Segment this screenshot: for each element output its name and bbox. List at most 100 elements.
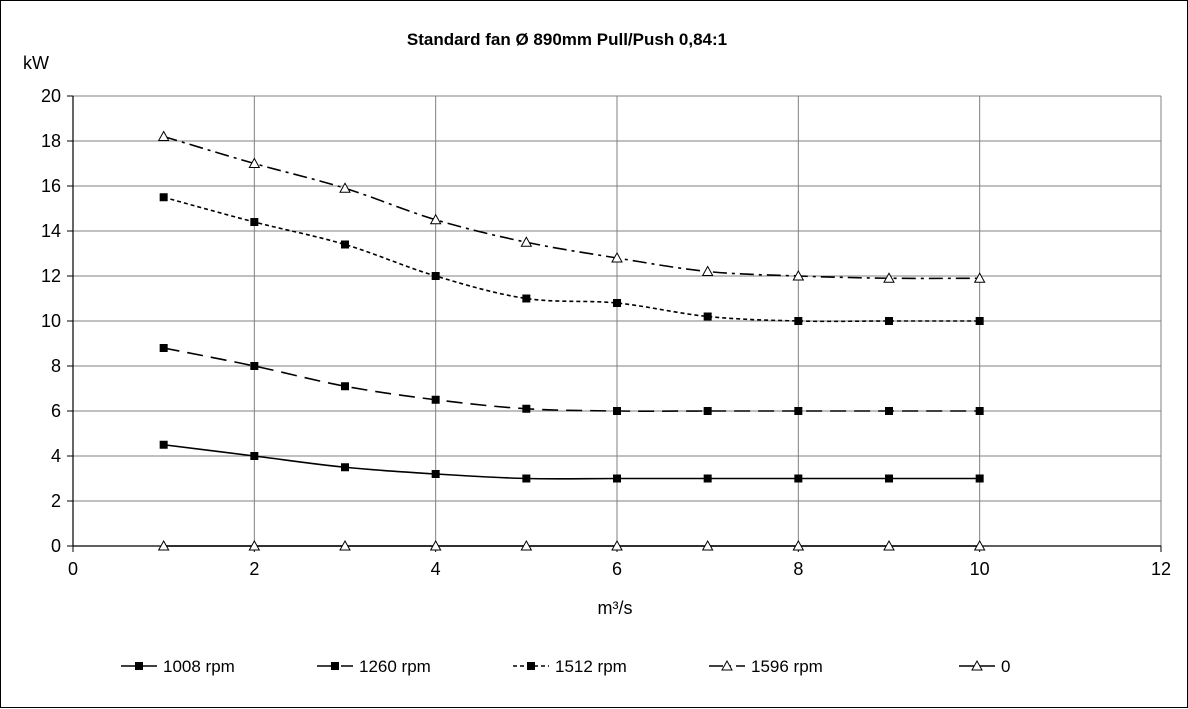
data-point (794, 317, 803, 325)
y-tick-label: 2 (51, 491, 61, 511)
data-point (885, 317, 893, 325)
y-axis-label: kW (23, 53, 49, 73)
data-point (159, 344, 168, 352)
legend-item: 1512 rpm (513, 657, 627, 676)
data-point (339, 182, 351, 193)
data-point (973, 272, 986, 283)
data-point (885, 474, 893, 483)
chart-title: Standard fan Ø 890mm Pull/Push 0,84:1 (407, 30, 727, 49)
data-point (971, 659, 983, 671)
data-point (341, 463, 349, 472)
data-point (613, 474, 621, 483)
data-point (885, 407, 893, 415)
x-tick-label: 2 (249, 559, 259, 579)
data-point (250, 452, 259, 460)
data-point (429, 539, 442, 551)
legend-item: 1260 rpm (317, 657, 431, 676)
data-point (703, 312, 712, 321)
y-tick-label: 6 (51, 401, 61, 421)
data-point (250, 218, 259, 226)
data-point (721, 659, 733, 671)
data-point (431, 470, 440, 478)
legend-label: 1512 rpm (555, 657, 627, 676)
y-tick-label: 4 (51, 446, 61, 466)
data-point (703, 474, 712, 483)
legend-label: 0 (1001, 657, 1010, 676)
x-tick-label: 8 (793, 559, 803, 579)
data-point (701, 539, 714, 551)
data-point (522, 404, 531, 413)
data-point (973, 539, 986, 551)
data-point (520, 236, 533, 247)
legend-item: 1008 rpm (121, 657, 235, 676)
data-point (522, 474, 531, 483)
data-point (341, 240, 349, 249)
data-point (429, 213, 442, 225)
data-point (157, 130, 170, 141)
legend-item: 1596 rpm (709, 657, 823, 676)
y-tick-label: 10 (41, 311, 61, 331)
y-tick-label: 20 (41, 86, 61, 106)
data-point (159, 440, 168, 449)
data-point (250, 362, 259, 370)
data-point (792, 269, 805, 281)
y-tick-label: 16 (41, 176, 61, 196)
data-point (341, 382, 349, 391)
series-line (163, 443, 980, 480)
legend-item: 0 (959, 657, 1010, 676)
data-point (159, 193, 168, 202)
data-point (794, 407, 803, 415)
data-point (792, 539, 805, 551)
x-tick-label: 0 (68, 559, 78, 579)
series-line (163, 347, 980, 412)
data-point (975, 407, 984, 415)
series-1512-rpm (159, 193, 984, 325)
data-point (975, 317, 984, 325)
data-point (339, 539, 351, 551)
data-point (331, 662, 339, 670)
legend-label: 1008 rpm (163, 657, 235, 676)
data-point (248, 539, 261, 551)
legend-label: 1260 rpm (359, 657, 431, 676)
series-line (163, 135, 980, 280)
data-point (157, 539, 170, 551)
y-tick-label: 14 (41, 221, 61, 241)
data-point (613, 407, 621, 415)
data-point (431, 395, 440, 404)
x-tick-label: 6 (612, 559, 622, 579)
x-tick-label: 4 (431, 559, 441, 579)
data-point (431, 272, 440, 280)
data-point (883, 539, 895, 551)
data-point (703, 407, 712, 415)
data-point (520, 539, 533, 551)
x-axis-label: m³/s (598, 598, 633, 618)
data-point (794, 474, 803, 483)
data-point (883, 272, 895, 283)
y-tick-label: 8 (51, 356, 61, 376)
data-point (248, 157, 261, 168)
series-0 (157, 539, 986, 551)
data-point (611, 539, 623, 551)
legend: 1008 rpm 1260 rpm 1512 rpm 1596 rpm 0 (121, 657, 1010, 676)
data-point (611, 251, 623, 263)
data-point (522, 294, 531, 303)
series-line (163, 196, 980, 323)
series-layer (157, 130, 986, 551)
y-tick-label: 12 (41, 266, 61, 286)
series-1008-rpm (159, 440, 984, 483)
axes: 0 2 4 6 8 10 12 14 16 18 20 0 2 4 6 8 10 12 (41, 86, 1171, 579)
x-tick-label: 12 (1151, 559, 1171, 579)
data-point (701, 265, 714, 276)
data-point (975, 474, 984, 483)
data-point (527, 662, 535, 670)
series-1596-rpm (157, 130, 986, 283)
legend-label: 1596 rpm (751, 657, 823, 676)
y-tick-label: 0 (51, 536, 61, 556)
x-tick-label: 10 (970, 559, 990, 579)
data-point (135, 662, 143, 670)
y-tick-label: 18 (41, 131, 61, 151)
data-point (613, 299, 621, 307)
series-1260-rpm (159, 344, 984, 415)
